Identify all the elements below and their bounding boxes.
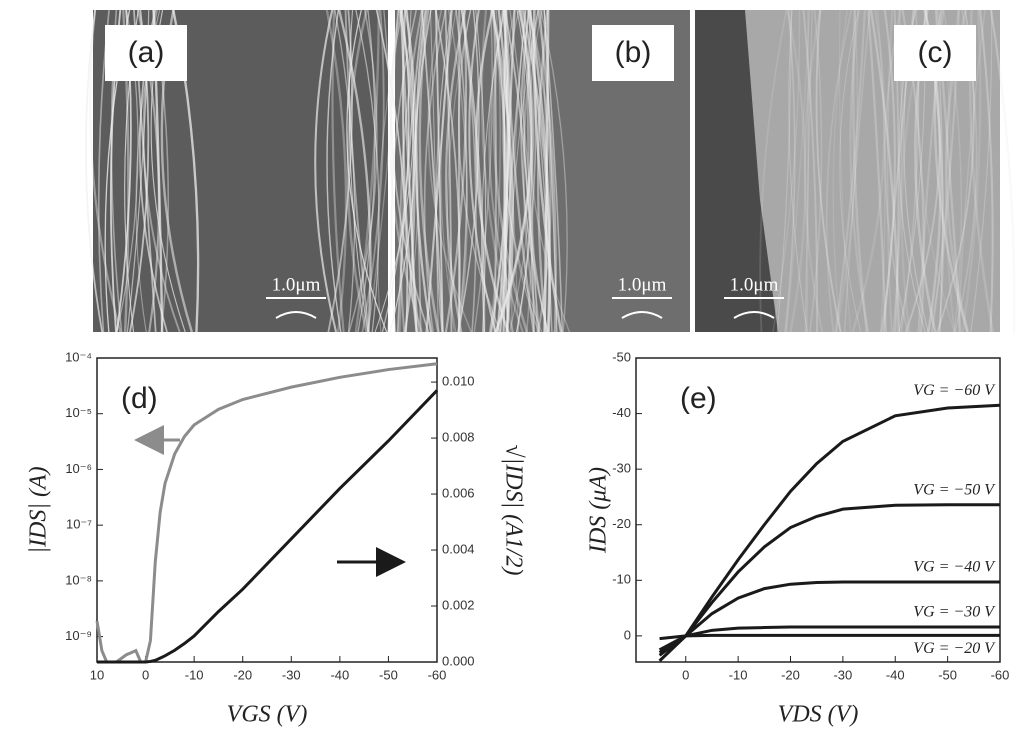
x-tick-label: -40 [886,667,905,682]
y2-tick-label: 0.000 [442,653,475,668]
y-tick-label: 10⁻⁶ [65,461,92,476]
y2-tick-label: 0.002 [442,597,475,612]
y-tick-label: -30 [612,461,631,476]
y-tick-label: 10⁻⁹ [65,628,92,643]
y-axis-label: |IDS| (A) [26,466,52,553]
x-tick-label: -10 [185,667,204,682]
y-axis-label: IDS (μA) [586,467,612,554]
x-tick-label: -60 [991,667,1010,682]
panel-label: (a) [128,36,165,69]
figure: (a) (b) (c) 1.0μm 1.0μm 1.0μm 10 0 -10 -20 -… [0,0,1016,736]
x-axis-label: VDS (V) [778,702,859,728]
series-line [660,405,1000,661]
y-tick-label: 10⁻⁸ [65,572,92,587]
series-line [97,390,437,662]
scale-bar-label: 1.0μm [272,274,321,295]
panel-label: (e) [680,382,717,415]
x-tick-label: 0 [682,667,689,682]
page: (a) (b) (c) 1.0μm 1.0μm 1.0μm 10 0 -10 -20 -… [0,0,1016,736]
x-tick-label: -50 [938,667,957,682]
y-tick-label: 10⁻⁴ [65,349,92,364]
series-label: VG = −30 V [913,604,996,621]
y-tick-label: 0 [624,627,631,642]
x-tick-label: -20 [781,667,800,682]
x-tick-label: 10 [90,667,104,682]
x-tick-label: -30 [282,667,301,682]
y-tick-label: 10⁻⁷ [66,517,92,532]
panel-label: (b) [615,36,652,69]
x-tick-label: -30 [833,667,852,682]
panel-label: (d) [121,382,158,415]
y2-tick-label: 0.008 [442,429,475,444]
x-tick-label: -20 [233,667,252,682]
y2-axis-label: √|IDS| (A1/2) [500,444,526,575]
y-tick-label: -40 [612,405,631,420]
y2-tick-label: 0.004 [442,541,475,556]
series-label: VG = −40 V [913,559,996,576]
series-line [660,635,1000,638]
x-tick-label: -60 [428,667,447,682]
series-line [660,505,1000,656]
y2-tick-label: 0.010 [442,374,475,389]
y-tick-label: 10⁻⁵ [65,405,92,420]
y-tick-label: -10 [612,572,631,587]
series-label: VG = −20 V [913,640,996,657]
x-tick-label: -10 [729,667,748,682]
y2-tick-label: 0.006 [442,485,475,500]
scale-bar-label: 1.0μm [730,274,779,295]
scale-bar-label: 1.0μm [618,274,667,295]
series-label: VG = −60 V [913,382,996,399]
x-tick-label: 0 [142,667,149,682]
panel-label: (c) [918,36,953,69]
y-tick-label: -50 [612,349,631,364]
y-tick-label: -20 [612,516,631,531]
x-tick-label: -50 [379,667,398,682]
x-axis-label: VGS (V) [227,702,308,728]
series-label: VG = −50 V [913,481,996,498]
x-tick-label: -40 [330,667,349,682]
